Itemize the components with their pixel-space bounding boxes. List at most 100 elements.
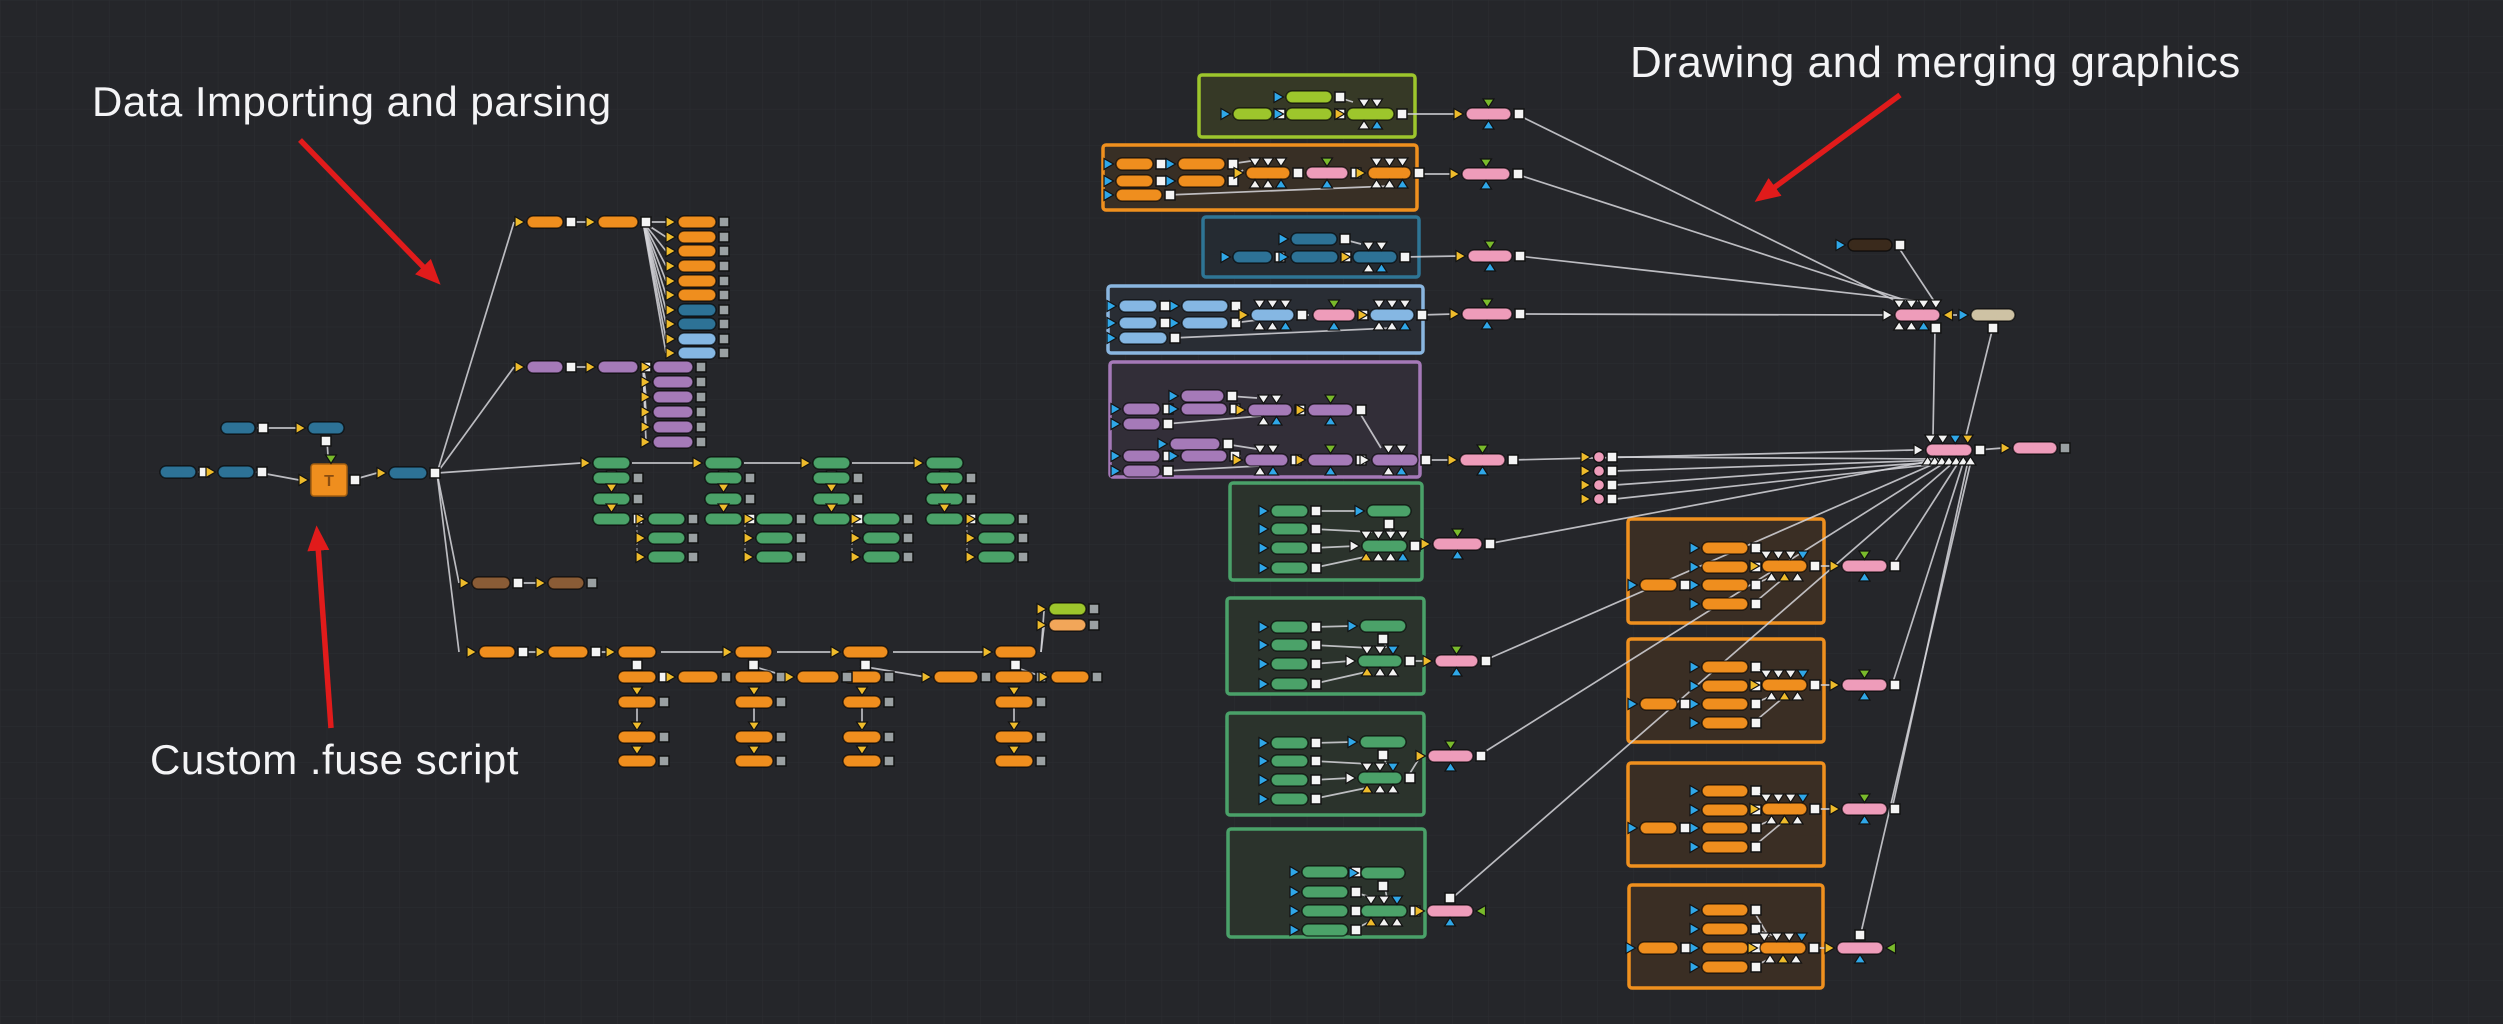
graph-node-orange[interactable] [677, 274, 717, 288]
graph-node-orange[interactable] [1639, 697, 1678, 711]
graph-node-orange[interactable] [842, 695, 882, 709]
graph-node-green[interactable] [704, 471, 743, 485]
graph-node-orange[interactable] [842, 730, 882, 744]
graph-node-orange[interactable] [677, 670, 719, 684]
unconnected-output-square[interactable] [632, 472, 644, 484]
top-input-square[interactable] [1854, 929, 1866, 941]
graph-node-lightblue[interactable] [677, 346, 717, 360]
output-square[interactable] [1310, 774, 1322, 786]
graph-node-green[interactable] [755, 512, 794, 526]
graph-node-green[interactable] [925, 456, 964, 470]
graph-node-orange[interactable] [1701, 597, 1749, 611]
graph-node-orange[interactable] [617, 730, 657, 744]
output-square[interactable] [1350, 924, 1362, 936]
output-square[interactable] [1230, 300, 1242, 312]
graph-node-pink[interactable] [1841, 678, 1888, 692]
graph-node-orange[interactable] [1701, 903, 1749, 917]
output-square[interactable] [590, 646, 602, 658]
graph-node-orange[interactable] [677, 244, 717, 258]
graph-node-pink[interactable] [1465, 107, 1512, 121]
output-square[interactable] [1809, 679, 1821, 691]
router-node[interactable] [1592, 450, 1606, 464]
output-square[interactable] [1413, 167, 1425, 179]
bottom-output-square[interactable] [631, 659, 643, 671]
unconnected-output-square[interactable] [1035, 755, 1047, 767]
graph-node-green[interactable] [1359, 735, 1407, 749]
graph-node-green[interactable] [755, 531, 794, 545]
graph-node-green[interactable] [862, 512, 901, 526]
unconnected-output-square[interactable] [1017, 551, 1029, 563]
graph-node-orange[interactable] [677, 215, 717, 229]
unconnected-output-square[interactable] [795, 513, 807, 525]
graph-node-green[interactable] [1357, 771, 1403, 785]
graph-node-purple[interactable] [526, 360, 564, 374]
graph-node-purple[interactable] [1122, 417, 1161, 431]
graph-node-purple[interactable] [1180, 389, 1225, 403]
unconnected-output-square[interactable] [695, 436, 707, 448]
output-square[interactable] [1750, 579, 1762, 591]
unconnected-output-square[interactable] [852, 493, 864, 505]
graph-node-pink[interactable] [1841, 802, 1888, 816]
unconnected-output-square[interactable] [687, 551, 699, 563]
graph-node-green[interactable] [925, 471, 964, 485]
output-square[interactable] [1480, 655, 1492, 667]
graph-node-green[interactable] [1270, 561, 1309, 575]
unconnected-output-square[interactable] [841, 671, 853, 683]
graph-node-orange[interactable] [994, 730, 1034, 744]
graph-node-green[interactable] [862, 531, 901, 545]
graph-node-orange[interactable] [617, 695, 657, 709]
graph-node-lightblue[interactable] [1118, 316, 1158, 330]
output-square[interactable] [1292, 167, 1304, 179]
graph-node-pink[interactable] [2012, 441, 2058, 455]
output-square[interactable] [1606, 493, 1618, 505]
output-square[interactable] [1750, 841, 1762, 853]
graph-node-lime[interactable] [1346, 107, 1395, 121]
graph-node-green[interactable] [925, 512, 964, 526]
graph-node-pink[interactable] [1925, 443, 1973, 457]
graph-node-teal[interactable] [220, 421, 256, 435]
unconnected-output-square[interactable] [718, 289, 730, 301]
graph-node-lightblue[interactable] [1250, 308, 1295, 322]
graph-node-purple[interactable] [1122, 464, 1161, 478]
output-square[interactable] [1404, 655, 1416, 667]
unconnected-output-square[interactable] [1088, 603, 1100, 615]
unconnected-output-square[interactable] [902, 513, 914, 525]
unconnected-output-square[interactable] [2059, 442, 2071, 454]
graph-node-lightblue[interactable] [677, 332, 717, 346]
unconnected-output-square[interactable] [1035, 696, 1047, 708]
output-square[interactable] [1404, 772, 1416, 784]
output-square[interactable] [1475, 750, 1487, 762]
graph-node-orange[interactable] [1639, 578, 1678, 592]
output-square[interactable] [1606, 465, 1618, 477]
graph-node-green[interactable] [755, 550, 794, 564]
bottom-output-square[interactable] [1377, 880, 1389, 892]
graph-node-darkblue[interactable] [1232, 250, 1273, 264]
graph-node-green[interactable] [592, 456, 631, 470]
output-square[interactable] [1399, 251, 1411, 263]
graph-node-brown[interactable] [471, 576, 511, 590]
graph-node-purple[interactable] [652, 360, 694, 374]
unconnected-output-square[interactable] [980, 671, 992, 683]
graph-node-orange[interactable] [1701, 660, 1749, 674]
graph-node-lime[interactable] [1285, 107, 1333, 121]
unconnected-output-square[interactable] [718, 260, 730, 272]
output-square[interactable] [1162, 465, 1174, 477]
graph-node-orange[interactable] [1637, 941, 1679, 955]
output-square[interactable] [1159, 300, 1171, 312]
graph-node-purple[interactable] [652, 405, 694, 419]
graph-node-green[interactable] [1360, 904, 1408, 918]
router-node[interactable] [1592, 492, 1606, 506]
graph-node-orange[interactable] [1759, 941, 1807, 955]
unconnected-output-square[interactable] [883, 731, 895, 743]
output-square[interactable] [1296, 309, 1308, 321]
graph-node-green[interactable] [1359, 619, 1407, 633]
unconnected-output-square[interactable] [695, 391, 707, 403]
graph-node-orange[interactable] [1639, 821, 1678, 835]
graph-node-green[interactable] [812, 456, 851, 470]
unconnected-output-square[interactable] [586, 577, 598, 589]
output-square[interactable] [1750, 661, 1762, 673]
output-square[interactable] [256, 466, 268, 478]
graph-node-tan[interactable] [1970, 308, 2016, 322]
unconnected-output-square[interactable] [695, 406, 707, 418]
graph-node-pink[interactable] [1836, 941, 1884, 955]
